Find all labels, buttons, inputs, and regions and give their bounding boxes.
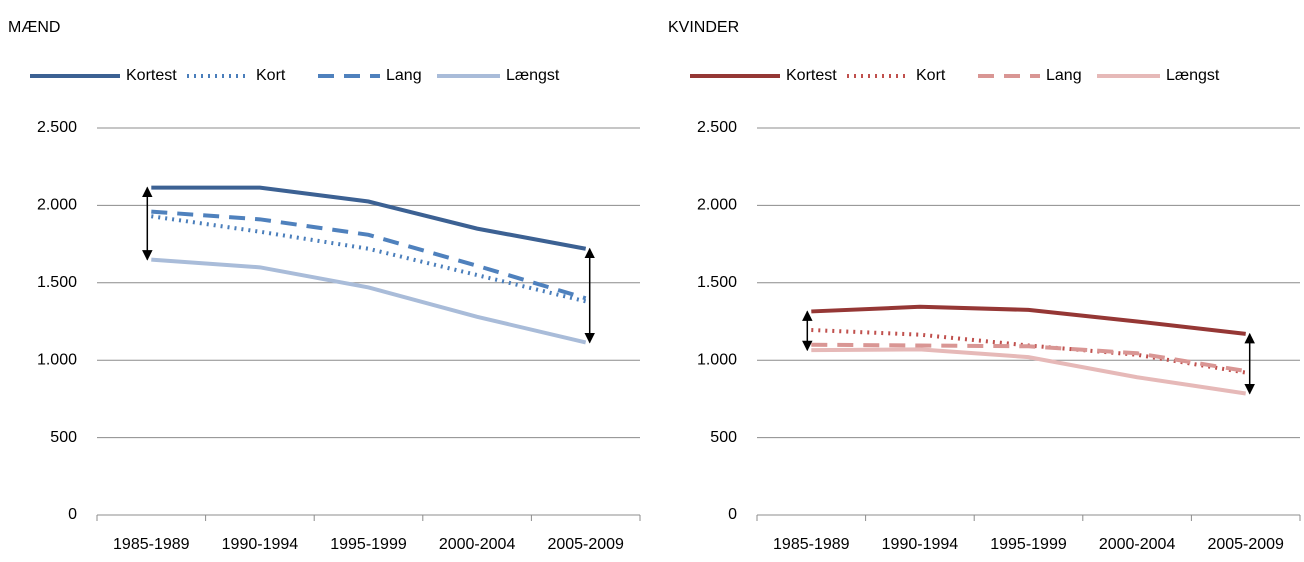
series-line	[151, 209, 587, 301]
legend-label: Lang	[1046, 67, 1082, 84]
x-tick-label: 1995-1999	[330, 536, 407, 553]
legend-label: Kort	[256, 67, 286, 84]
y-tick-label: 500	[50, 429, 77, 446]
x-tick-label: 1990-1994	[882, 536, 959, 553]
legend-label: Lang	[386, 67, 422, 84]
y-tick-label: 0	[68, 506, 77, 523]
series-line	[811, 347, 1246, 396]
legend-label: Længst	[1166, 67, 1220, 84]
y-tick-label: 1.000	[37, 351, 77, 368]
series-line	[811, 304, 1246, 336]
x-tick-label: 1985-1989	[773, 536, 850, 553]
y-tick-label: 500	[710, 429, 737, 446]
x-tick-label: 2000-2004	[439, 536, 516, 553]
x-tick-label: 1990-1994	[222, 536, 299, 553]
legend-label: Kortest	[786, 67, 837, 84]
x-tick-label: 1985-1989	[113, 536, 190, 553]
legend-label: Kortest	[126, 67, 177, 84]
y-tick-label: 0	[728, 506, 737, 523]
y-tick-label: 2.000	[697, 197, 737, 214]
y-tick-label: 1.500	[697, 274, 737, 291]
x-tick-label: 2005-2009	[547, 536, 624, 553]
y-tick-label: 2.500	[37, 119, 77, 136]
series-line	[151, 257, 587, 345]
legend-label: Kort	[916, 67, 946, 84]
chart-title: KVINDER	[668, 19, 739, 36]
series-line	[151, 185, 587, 251]
legend-label: Længst	[506, 67, 560, 84]
y-tick-label: 1.000	[697, 351, 737, 368]
y-tick-label: 2.500	[697, 119, 737, 136]
x-tick-label: 2000-2004	[1099, 536, 1176, 553]
y-tick-label: 2.000	[37, 197, 77, 214]
series-line	[811, 342, 1247, 374]
x-tick-label: 2005-2009	[1207, 536, 1284, 553]
chart-title: MÆND	[8, 19, 60, 36]
y-tick-label: 1.500	[37, 274, 77, 291]
x-tick-label: 1995-1999	[990, 536, 1067, 553]
